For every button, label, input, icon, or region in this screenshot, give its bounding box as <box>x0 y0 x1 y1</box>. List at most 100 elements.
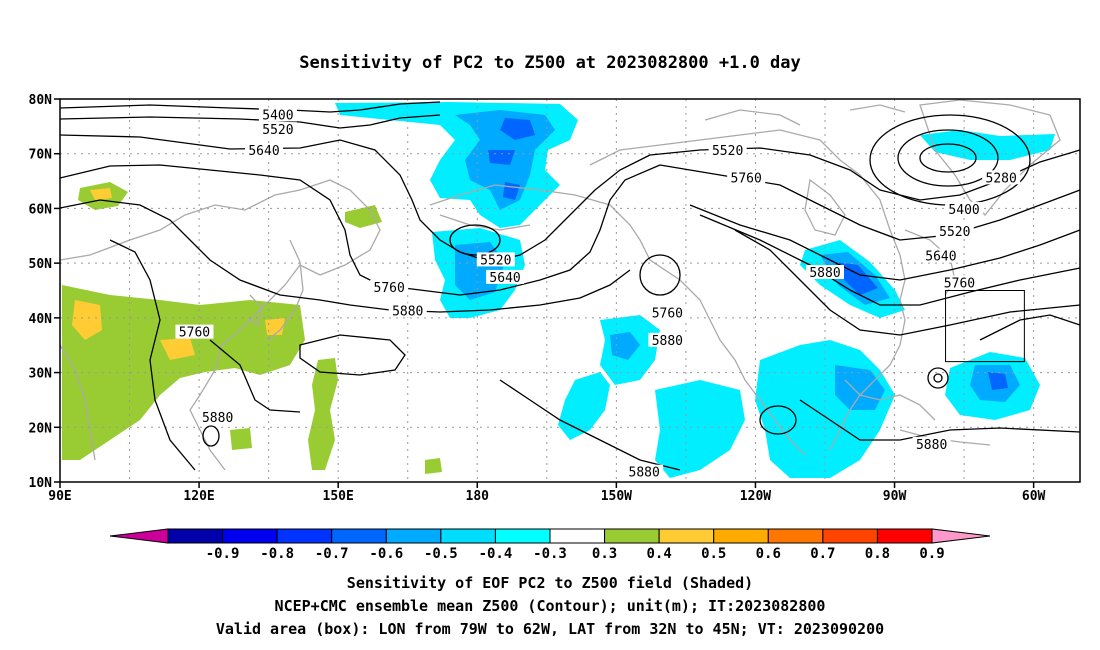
lon-tick-label: 90W <box>883 489 907 504</box>
colorbar-cells <box>167 528 933 544</box>
contour-label: 5520 <box>480 253 511 268</box>
contour-label-bg <box>708 142 747 157</box>
contour-label-bg <box>370 279 409 294</box>
contour-label: 5760 <box>374 281 405 296</box>
contour-tropic-mid <box>499 379 681 471</box>
colorbar-label: 0.8 <box>865 546 890 562</box>
lon-tick-label: 120E <box>183 489 214 504</box>
lon-tick-label: 150E <box>323 489 354 504</box>
coast-japan <box>267 239 304 341</box>
map-frame <box>59 98 1081 483</box>
colorbar: -0.9 -0.8 -0.7 -0.6 -0.5 -0.4 -0.3 0.3 0.4 0.5 0.6… <box>109 528 991 562</box>
contour-tropic-east <box>759 399 1081 441</box>
contour-label-bg <box>476 252 515 267</box>
chart-title: Sensitivity of PC2 to Z500 at 2023082800… <box>299 53 801 73</box>
shade-neg-greenland <box>920 130 1055 160</box>
colorbar-cell <box>440 528 496 544</box>
lon-tick-label: 120W <box>740 489 771 504</box>
coast-hudson <box>804 178 846 236</box>
contour-label-bg <box>648 305 687 320</box>
contour-5520-west <box>59 114 441 129</box>
sensitivity-shading <box>62 102 1055 478</box>
colorbar-cell <box>713 528 769 544</box>
colorbar-label: 0.5 <box>701 546 726 562</box>
shade-neg-epac <box>655 380 745 478</box>
contour-tropic-west <box>209 334 406 413</box>
contour-label-bg <box>982 170 1021 185</box>
shade-neg-atl-deep <box>988 372 1008 390</box>
contour-label-bg <box>912 436 951 451</box>
shade-pos-siberia-core <box>90 188 112 200</box>
contour-label: 5880 <box>392 304 423 319</box>
coast-korea <box>247 294 263 327</box>
coast-gulf <box>844 379 936 421</box>
contour-label: 5520 <box>939 225 970 240</box>
contour-5280-low <box>919 143 977 173</box>
colorbar-labels: -0.9 -0.8 -0.7 -0.6 -0.5 -0.4 -0.3 0.3 0.4 0.5 0.6… <box>206 546 945 562</box>
colorbar-cell <box>549 528 606 544</box>
coast-asia <box>59 179 381 471</box>
colorbar-cell <box>494 528 551 544</box>
contour-label-bg <box>945 202 984 217</box>
lat-tick-label: 60N <box>29 202 53 217</box>
contour-label: 5400 <box>948 203 979 218</box>
colorbar-cell <box>604 528 660 544</box>
coast-north-america <box>589 129 906 451</box>
shade-pos-china <box>62 285 305 460</box>
colorbar-label: 0.7 <box>810 546 835 562</box>
shade-neg-cpac <box>558 372 610 440</box>
colorbar-label: -0.7 <box>315 546 349 562</box>
contour-label: 5880 <box>652 334 683 349</box>
colorbar-cell <box>876 528 933 544</box>
colorbar-label: 0.3 <box>592 546 617 562</box>
colorbar-cell <box>658 528 715 544</box>
colorbar-low-arrow <box>109 528 169 544</box>
shade-neg-cpac3 <box>610 332 640 360</box>
colorbar-label: -0.4 <box>479 546 513 562</box>
colorbar-cell <box>331 528 387 544</box>
contour-label-bg <box>940 275 979 290</box>
lat-tick-label: 50N <box>29 257 53 272</box>
contour-label: 5760 <box>652 306 683 321</box>
contour-label-bg <box>175 324 214 339</box>
coast-arctic-islands <box>704 104 906 126</box>
caption-line-3: Valid area (box): LON from 79W to 62W, L… <box>216 620 884 638</box>
contour-label: 5760 <box>731 171 762 186</box>
map-grid <box>60 99 1080 482</box>
valid-area-box <box>945 290 1025 363</box>
lat-tick-label: 80N <box>29 93 53 108</box>
lon-tick-label: 150W <box>601 489 632 504</box>
contour-pac-low <box>639 254 681 296</box>
contour-label: 5640 <box>925 250 956 265</box>
contour-label-bg <box>198 409 237 424</box>
contour-label-bg <box>921 248 960 263</box>
contour-low-3 <box>869 114 1031 206</box>
contour-label-bg <box>935 223 974 238</box>
contour-label: 5640 <box>248 144 279 159</box>
colorbar-label: -0.9 <box>206 546 240 562</box>
contour-label: 5880 <box>916 438 947 453</box>
contour-label-bg <box>625 464 664 479</box>
shade-neg-arctic-deep <box>488 118 535 200</box>
colorbar-label: -0.8 <box>260 546 294 562</box>
contour-label-bg <box>245 142 283 157</box>
contour-label: 5520 <box>712 144 743 159</box>
contour-east-4 <box>699 214 1081 306</box>
lon-tick-label: 180 <box>466 489 490 504</box>
shade-pos-pacific <box>308 358 338 470</box>
colorbar-cell <box>385 528 442 544</box>
contour-asia-loop <box>109 239 196 471</box>
coast-aleutians <box>439 214 531 231</box>
lon-tick-label: 90E <box>48 489 71 504</box>
contour-label-bg <box>727 170 766 185</box>
contour-label: 5880 <box>202 411 233 426</box>
contour-east-tail <box>979 314 1081 341</box>
contour-label-bg <box>388 303 427 318</box>
colorbar-cell <box>167 528 224 544</box>
contour-label-bg <box>258 107 297 122</box>
shade-pos-china-core <box>72 300 285 360</box>
